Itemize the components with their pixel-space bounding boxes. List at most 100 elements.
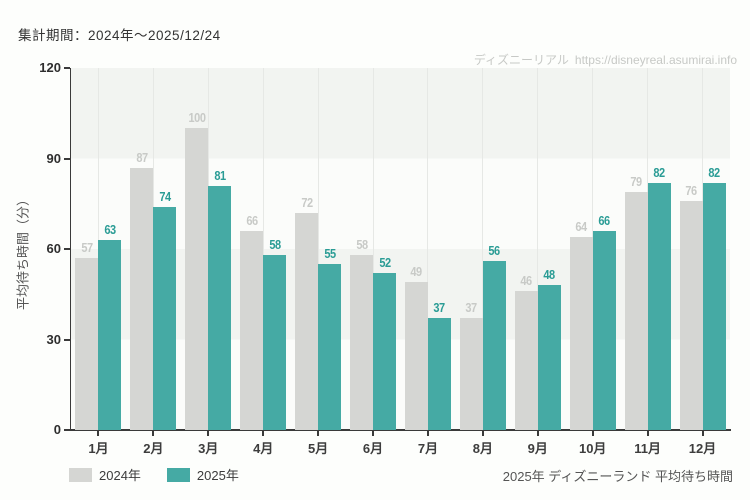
bar-2024年-8月: 37 bbox=[459, 301, 483, 430]
bar-value-label: 56 bbox=[488, 244, 501, 259]
bar-2024年-2月: 87 bbox=[130, 151, 154, 430]
x-category-label-12月: 12月 bbox=[688, 441, 717, 456]
bar-2024年-1月: 57 bbox=[75, 241, 99, 430]
bar-2025年-1月: 63 bbox=[98, 223, 122, 430]
x-category-label-7月: 7月 bbox=[417, 441, 439, 456]
y-axis-tick bbox=[64, 67, 70, 69]
chart-caption: 2025年 ディズニーランド 平均待ち時間 bbox=[502, 469, 733, 484]
bar-value-label: 81 bbox=[214, 168, 226, 183]
watermark-url: https://disneyreal.asumirai.info bbox=[574, 53, 737, 67]
bar-group-12月: 76 82 bbox=[675, 68, 730, 430]
bar-group-3月: 100 81 bbox=[181, 68, 236, 430]
x-category-label-2月: 2月 bbox=[143, 441, 164, 456]
bar-group-11月: 79 82 bbox=[620, 68, 675, 430]
bar-value-label: 58 bbox=[355, 238, 368, 253]
bar-group-5月: 72 55 bbox=[291, 68, 346, 430]
bar-2024年-12月: 76 bbox=[679, 184, 703, 430]
y-axis-tick bbox=[64, 338, 70, 341]
bar-value-label: 57 bbox=[81, 241, 93, 256]
vertical-gridline bbox=[427, 68, 429, 430]
bar-2025年-12月: 82 bbox=[702, 166, 726, 430]
bar-value-label: 82 bbox=[708, 165, 720, 180]
x-axis-tick bbox=[97, 431, 100, 436]
bar-value-label: 49 bbox=[410, 265, 423, 280]
x-category-label-8月: 8月 bbox=[472, 441, 493, 456]
bar-2025年-9月: 48 bbox=[537, 268, 561, 430]
y-axis-tick bbox=[64, 248, 70, 250]
bar-value-label: 37 bbox=[465, 301, 478, 316]
bar-group-1月: 57 63 bbox=[71, 68, 126, 430]
x-category-label-10月: 10月 bbox=[578, 441, 607, 456]
bar-value-label: 52 bbox=[378, 256, 391, 271]
bar-value-label: 48 bbox=[543, 268, 556, 283]
bar-group-7月: 49 37 bbox=[401, 68, 456, 430]
bar-2024年-11月: 79 bbox=[624, 175, 648, 430]
y-tick-label: 120 bbox=[39, 60, 61, 75]
legend: 2024年 2025年 bbox=[69, 465, 239, 484]
bar-2024年-7月: 49 bbox=[404, 265, 428, 430]
x-axis-line bbox=[70, 429, 731, 431]
bar-2025年-3月: 81 bbox=[208, 169, 232, 430]
x-category-label-6月: 6月 bbox=[362, 441, 384, 456]
bar-2025年-8月: 56 bbox=[482, 244, 506, 430]
legend-item-2025: 2025年 bbox=[166, 465, 239, 484]
vertical-gridline bbox=[482, 68, 484, 430]
x-category-label-3月: 3月 bbox=[198, 441, 219, 456]
bar-2024年-10月: 64 bbox=[569, 220, 593, 430]
x-axis-tick bbox=[262, 431, 265, 436]
x-axis-tick bbox=[701, 431, 704, 436]
x-category-label-4月: 4月 bbox=[253, 441, 274, 456]
x-category-label-9月: 9月 bbox=[527, 441, 548, 456]
bar-value-label: 63 bbox=[104, 222, 116, 237]
y-tick-label: 0 bbox=[53, 422, 61, 437]
x-axis-tick bbox=[646, 431, 649, 436]
site-watermark: ディズニーリアル https://disneyreal.asumirai.info bbox=[474, 51, 737, 68]
x-category-label-5月: 5月 bbox=[308, 441, 329, 456]
x-axis-tick bbox=[536, 431, 539, 436]
bar-group-10月: 64 66 bbox=[565, 68, 620, 430]
x-category-label-1月: 1月 bbox=[88, 441, 109, 456]
bar-2025年-2月: 74 bbox=[153, 190, 177, 430]
x-axis-tick bbox=[152, 431, 155, 436]
bar-value-label: 82 bbox=[653, 165, 665, 180]
bar-value-label: 46 bbox=[520, 274, 533, 289]
x-axis-tick bbox=[481, 431, 484, 436]
x-axis-tick bbox=[591, 431, 594, 436]
bar-value-label: 66 bbox=[598, 213, 611, 228]
bar-2025年-5月: 55 bbox=[318, 247, 342, 430]
x-category-label-11月: 11月 bbox=[634, 441, 661, 456]
bar-value-label: 72 bbox=[300, 195, 313, 210]
bar-value-label: 58 bbox=[269, 238, 281, 253]
bar-value-label: 87 bbox=[136, 150, 148, 165]
bar-group-9月: 46 48 bbox=[510, 68, 565, 430]
bar-2024年-5月: 72 bbox=[295, 196, 319, 430]
bar-value-label: 55 bbox=[323, 247, 336, 262]
bar-2025年-10月: 66 bbox=[592, 214, 616, 430]
y-tick-label: 90 bbox=[46, 150, 61, 166]
bar-value-label: 66 bbox=[246, 213, 258, 228]
bar-value-label: 100 bbox=[188, 111, 206, 126]
bar-value-label: 64 bbox=[575, 219, 588, 234]
y-axis-tick bbox=[64, 157, 70, 160]
x-axis-tick bbox=[426, 431, 429, 436]
bar-2024年-9月: 46 bbox=[514, 274, 538, 430]
vertical-gridline bbox=[372, 68, 374, 430]
bar-2024年-4月: 66 bbox=[240, 214, 264, 430]
bar-group-4月: 66 58 bbox=[236, 68, 291, 430]
vertical-gridline bbox=[317, 68, 319, 430]
y-axis-tick bbox=[64, 429, 70, 431]
bar-2025年-4月: 58 bbox=[263, 238, 287, 430]
legend-swatch-2024 bbox=[69, 467, 92, 482]
bar-2024年-3月: 100 bbox=[185, 111, 209, 430]
x-axis-tick bbox=[372, 431, 375, 436]
legend-item-2024: 2024年 bbox=[69, 465, 141, 484]
legend-label-2024: 2024年 bbox=[99, 468, 141, 483]
vertical-gridline bbox=[262, 68, 264, 430]
bar-group-2月: 87 74 bbox=[126, 68, 181, 430]
bar-value-label: 76 bbox=[685, 183, 697, 198]
x-axis-tick bbox=[207, 431, 210, 436]
bar-value-label: 37 bbox=[433, 301, 446, 316]
bar-2025年-11月: 82 bbox=[647, 166, 671, 430]
legend-label-2025: 2025年 bbox=[196, 468, 239, 483]
